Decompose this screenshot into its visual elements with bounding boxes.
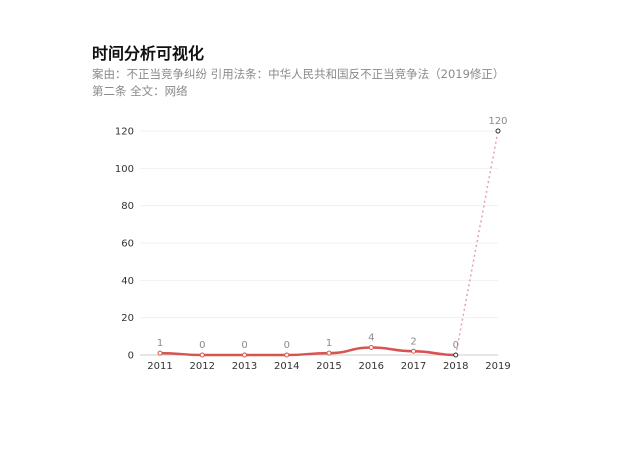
x-tick-label: 2017 — [401, 361, 426, 372]
chart-subtitle: 案由：不正当竞争纠纷 引用法条：中华人民共和国反不正当竞争法（2019修正）第二… — [92, 67, 499, 98]
series-line — [158, 346, 457, 357]
data-point — [453, 352, 459, 358]
y-tick-label: 40 — [121, 276, 134, 287]
data-point — [242, 352, 247, 358]
x-tick-label: 2014 — [274, 361, 299, 372]
x-tick-label: 2012 — [190, 361, 215, 372]
y-tick-label: 60 — [121, 239, 134, 250]
data-point — [495, 128, 501, 134]
data-label: 0 — [284, 340, 290, 351]
y-tick-label: 120 — [115, 127, 134, 138]
data-label: 120 — [488, 116, 507, 127]
data-label: 1 — [157, 338, 163, 349]
y-tick-label: 20 — [121, 313, 134, 324]
x-tick-label: 2015 — [316, 361, 341, 372]
chart-title: 时间分析可视化 — [92, 44, 205, 63]
data-point — [157, 350, 163, 356]
data-point — [326, 350, 332, 356]
data-labels: 1 0 0 0 1 4 2 0 120 — [157, 116, 508, 351]
data-label: 4 — [368, 333, 374, 344]
grid-lines — [140, 130, 498, 356]
data-label: 1 — [326, 338, 332, 349]
x-tick-label: 2018 — [443, 361, 468, 372]
series — [157, 128, 501, 358]
data-label: 0 — [199, 340, 205, 351]
data-label: 2 — [410, 336, 416, 347]
data-point — [368, 345, 374, 351]
x-tick-label: 2011 — [147, 361, 172, 372]
y-tick-label: 100 — [115, 164, 134, 175]
data-point — [199, 352, 205, 358]
x-tick-label: 2016 — [359, 361, 384, 372]
y-tick-label: 0 — [128, 351, 134, 362]
data-label: 0 — [241, 340, 247, 351]
data-point — [411, 348, 416, 354]
data-point — [284, 352, 290, 358]
data-label: 0 — [453, 340, 459, 351]
y-tick-label: 80 — [121, 201, 134, 212]
x-tick-label: 2019 — [485, 361, 510, 372]
x-tick-label: 2013 — [232, 361, 257, 372]
